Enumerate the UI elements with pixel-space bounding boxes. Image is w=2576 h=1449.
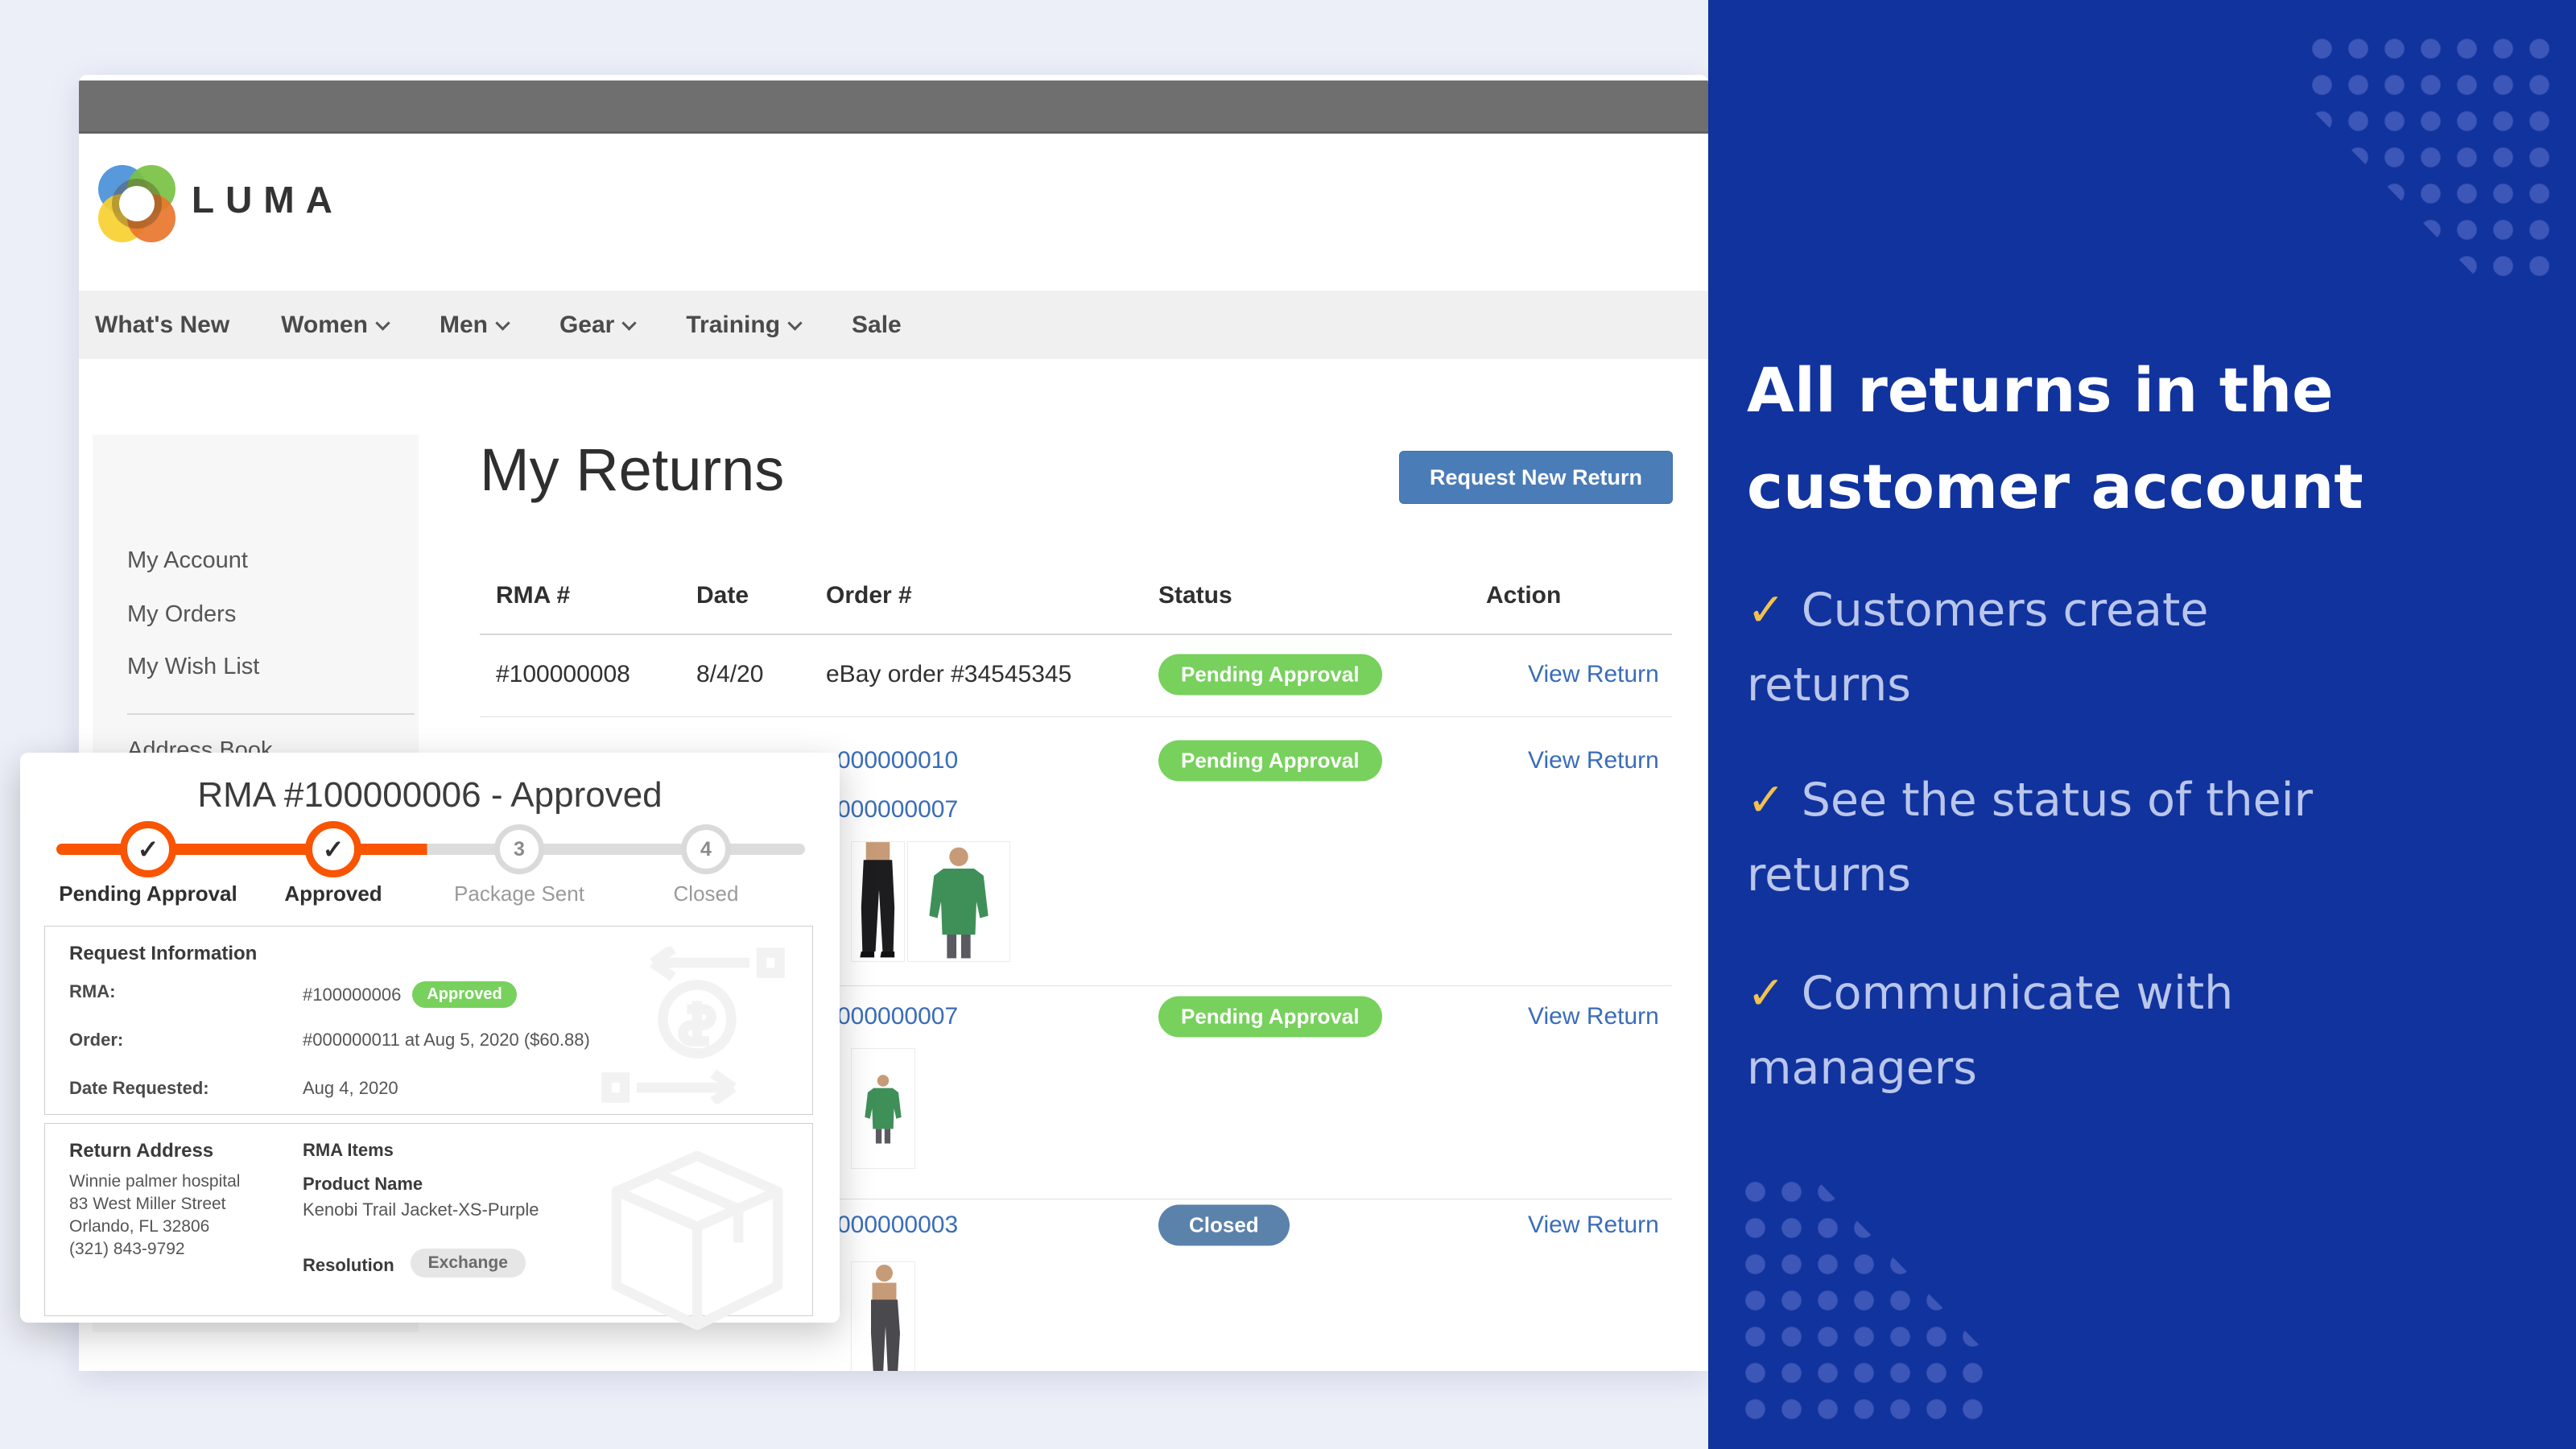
check-icon: ✓ <box>1747 967 1785 1020</box>
col-header-action: Action <box>1486 582 1562 609</box>
nav-women[interactable]: Women <box>281 312 390 339</box>
order-label: Order: <box>69 1030 124 1050</box>
nav-gear[interactable]: Gear <box>559 312 638 339</box>
col-header-date: Date <box>696 582 749 609</box>
promo-bullet: ✓ Communicate with managers <box>1747 956 2552 1106</box>
view-return-link[interactable]: View Return <box>1528 1003 1659 1030</box>
return-address-title: Return Address <box>69 1140 214 1162</box>
step-label: Approved <box>284 881 382 906</box>
col-header-order: Order # <box>826 582 912 609</box>
cell-order: eBay order #34545345 <box>826 661 1072 687</box>
rma-value: #100000006 Approved <box>303 981 517 1008</box>
step-circle-done: ✓ <box>120 821 176 877</box>
rma-detail-card: RMA #100000006 - Approved ✓ ✓ 3 4 Pendin… <box>20 753 840 1331</box>
chevron-down-icon <box>375 315 390 331</box>
promo-heading: All returns in the customer account <box>1747 354 2363 522</box>
browser-chrome-bar <box>79 80 1708 134</box>
table-divider <box>480 985 1672 986</box>
sidebar-item-my-orders[interactable]: My Orders <box>127 601 237 627</box>
view-return-link[interactable]: View Return <box>1528 661 1659 687</box>
cell-rma: #100000008 <box>496 661 630 687</box>
product-name-value: Kenobi Trail Jacket-XS-Purple <box>303 1199 539 1220</box>
col-header-rma: RMA # <box>496 582 571 609</box>
sidebar-item-my-account[interactable]: My Account <box>127 547 248 573</box>
status-badge-closed: Closed <box>1158 1204 1290 1246</box>
main-nav: What's New Women Men Gear Training Sale <box>79 291 1708 359</box>
order-link[interactable]: 000000003 <box>837 1212 959 1238</box>
resolution-badge: Exchange <box>410 1249 526 1278</box>
order-link[interactable]: 000000007 <box>837 1003 959 1030</box>
cell-date: 8/4/20 <box>696 661 764 687</box>
view-return-link[interactable]: View Return <box>1528 747 1659 774</box>
step-circle-done: ✓ <box>305 821 361 877</box>
sidebar-divider <box>127 713 415 715</box>
nav-training[interactable]: Training <box>686 312 803 339</box>
status-badge-pending: Pending Approval <box>1158 996 1382 1038</box>
chevron-down-icon <box>621 315 638 331</box>
luma-logo-icon[interactable] <box>98 165 175 242</box>
rma-card-title: RMA #100000006 - Approved <box>197 775 663 815</box>
nav-men[interactable]: Men <box>440 312 510 339</box>
nav-sale[interactable]: Sale <box>852 311 902 338</box>
package-box-watermark-icon <box>611 1150 783 1331</box>
date-requested-label: Date Requested: <box>69 1078 209 1098</box>
product-name-label: Product Name <box>303 1174 423 1194</box>
promo-bullet-text: See the status of their returns <box>1747 774 2314 902</box>
request-information-box: Request Information RMA: #100000006 Appro… <box>44 926 813 1115</box>
product-thumb-green-jacket <box>851 1048 915 1169</box>
status-badge-pending: Pending Approval <box>1158 654 1382 696</box>
step-label: Package Sent <box>454 881 584 906</box>
table-divider <box>480 716 1672 717</box>
promo-bullet: ✓ Customers create returns <box>1747 573 2552 723</box>
step-label: Closed <box>673 881 739 906</box>
page-title: My Returns <box>480 436 785 503</box>
nav-whats-new[interactable]: What's New <box>95 311 230 338</box>
rma-progress-bar <box>56 844 805 855</box>
status-badge-pending: Pending Approval <box>1158 740 1382 782</box>
promo-bullet-text: Communicate with managers <box>1747 967 2234 1095</box>
promo-panel: All returns in the customer account ✓ Cus… <box>1708 0 2576 1449</box>
col-header-status: Status <box>1158 582 1232 609</box>
luma-wordmark[interactable]: LUMA <box>192 179 344 221</box>
order-link[interactable]: 000000010 <box>837 747 959 774</box>
promo-bullet-text: Customers create returns <box>1747 584 2209 712</box>
rma-items-title: RMA Items <box>303 1140 394 1160</box>
return-money-watermark-icon <box>601 947 785 1104</box>
product-thumb-gray-leggings <box>851 1261 915 1371</box>
status-badge-approved: Approved <box>412 981 517 1008</box>
step-label: Pending Approval <box>59 881 237 906</box>
request-new-return-button[interactable]: Request New Return <box>1399 451 1673 504</box>
product-thumb-black-pants <box>851 841 905 962</box>
rma-label: RMA: <box>69 981 116 1001</box>
order-value: #000000011 at Aug 5, 2020 ($60.88) <box>303 1030 590 1050</box>
order-link[interactable]: 000000007 <box>837 796 959 823</box>
sidebar-item-my-wish-list[interactable]: My Wish List <box>127 654 260 679</box>
check-icon: ✓ <box>1747 774 1785 827</box>
table-divider <box>480 634 1672 635</box>
date-requested-value: Aug 4, 2020 <box>303 1078 398 1098</box>
step-circle-todo: 3 <box>494 824 544 874</box>
product-thumb-green-jacket <box>907 841 1010 962</box>
dot-pattern-top-right <box>2304 31 2557 285</box>
step-circle-todo: 4 <box>681 824 731 874</box>
check-icon: ✓ <box>1747 584 1785 637</box>
section-title: Request Information <box>69 943 258 964</box>
view-return-link[interactable]: View Return <box>1528 1212 1659 1238</box>
return-address-lines: Winnie palmer hospital 83 West Miller St… <box>69 1172 241 1258</box>
resolution-label: Resolution Exchange <box>303 1249 526 1278</box>
chevron-down-icon <box>787 315 803 331</box>
promo-bullet: ✓ See the status of their returns <box>1747 763 2552 913</box>
chevron-down-icon <box>495 315 510 331</box>
dot-pattern-bottom-left <box>1737 1174 1991 1428</box>
return-address-box: Return Address Winnie palmer hospital 83… <box>44 1123 813 1331</box>
